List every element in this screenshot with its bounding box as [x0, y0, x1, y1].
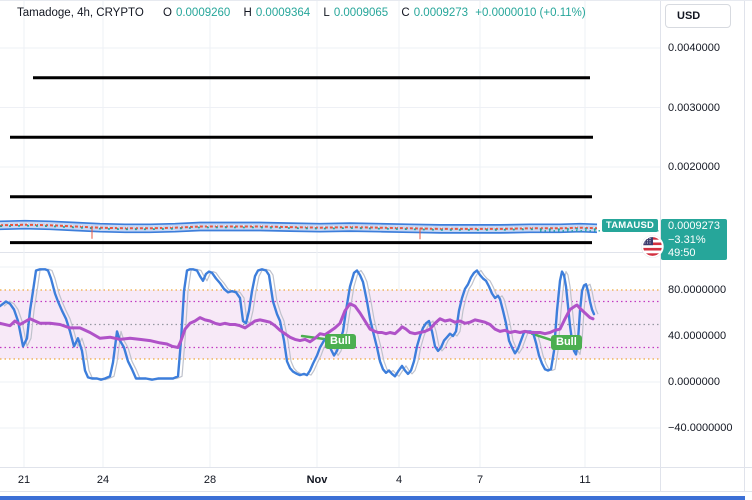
open-label: O: [162, 7, 172, 19]
currency-usd-button[interactable]: USD: [665, 4, 731, 28]
change-value: +0.0000010 (+0.11%): [475, 7, 586, 19]
chart-legend: Tamadoge, 4h, CRYPTO O 0.0009260 H 0.00093…: [17, 7, 590, 19]
widget-bottom-border: [0, 491, 752, 492]
oscillator-lag-line: [3, 268, 599, 381]
last-price-badge: 0.0009273 −3.31% 49:50: [661, 219, 727, 260]
time-axis-label: Nov: [306, 474, 328, 486]
oscillator-fast-line: [0, 268, 596, 381]
symbol-price-label-text: TAMAUSD: [605, 220, 655, 231]
open-value: 0.0009260: [175, 7, 231, 19]
close-value: 0.0009273: [413, 7, 469, 19]
oscillator-axis-label: 80.0000000: [668, 284, 727, 296]
time-axis-separator: [0, 467, 752, 468]
signal-segment: [530, 332, 555, 342]
widget-right-border: [744, 1, 745, 491]
oscillator-pane-canvas[interactable]: [0, 252, 660, 467]
last-price-value: 0.0009273: [668, 220, 720, 232]
oscillator-axis-label: 40.0000000: [668, 330, 727, 342]
bottom-blue-bar: [0, 496, 745, 500]
price-axis-label: 0.0040000: [668, 42, 720, 54]
currency-usd-label: USD: [677, 10, 701, 22]
price-axis-label: 0.0030000: [668, 101, 720, 114]
high-label: H: [243, 7, 252, 19]
symbol-price-label: TAMAUSD: [602, 219, 658, 232]
symbol-title[interactable]: Tamadoge, 4h, CRYPTO: [17, 7, 144, 19]
time-axis-label: 28: [203, 474, 217, 486]
oscillator-slow-line: [0, 302, 595, 349]
price-candles-red: [0, 223, 598, 230]
oscillator-axis-label: −40.0000000: [668, 422, 733, 434]
bull-signal-badge: Bull: [551, 335, 582, 351]
bar-countdown: 49:50: [668, 247, 696, 259]
chart-plot-area[interactable]: [0, 1, 660, 467]
low-label: L: [323, 7, 330, 19]
bull-signal-badge: Bull: [325, 333, 356, 349]
price-band-upper-line: [0, 219, 598, 226]
close-label: C: [401, 7, 410, 19]
time-axis-label: 21: [17, 474, 31, 486]
price-pane-canvas[interactable]: [0, 1, 660, 252]
price-axis-label: 0.0020000: [668, 161, 720, 173]
low-value: 0.0009065: [333, 7, 389, 19]
oscillator-axis-label: 0.0000000: [668, 376, 720, 388]
last-price-change: −3.31%: [668, 233, 706, 246]
time-axis-label: 11: [579, 474, 591, 486]
time-axis-label: 7: [476, 474, 484, 486]
time-axis-label: 4: [395, 474, 403, 486]
time-axis-label: 24: [96, 474, 110, 486]
us-flag-icon: [641, 235, 664, 263]
high-value: 0.0009364: [255, 7, 311, 19]
